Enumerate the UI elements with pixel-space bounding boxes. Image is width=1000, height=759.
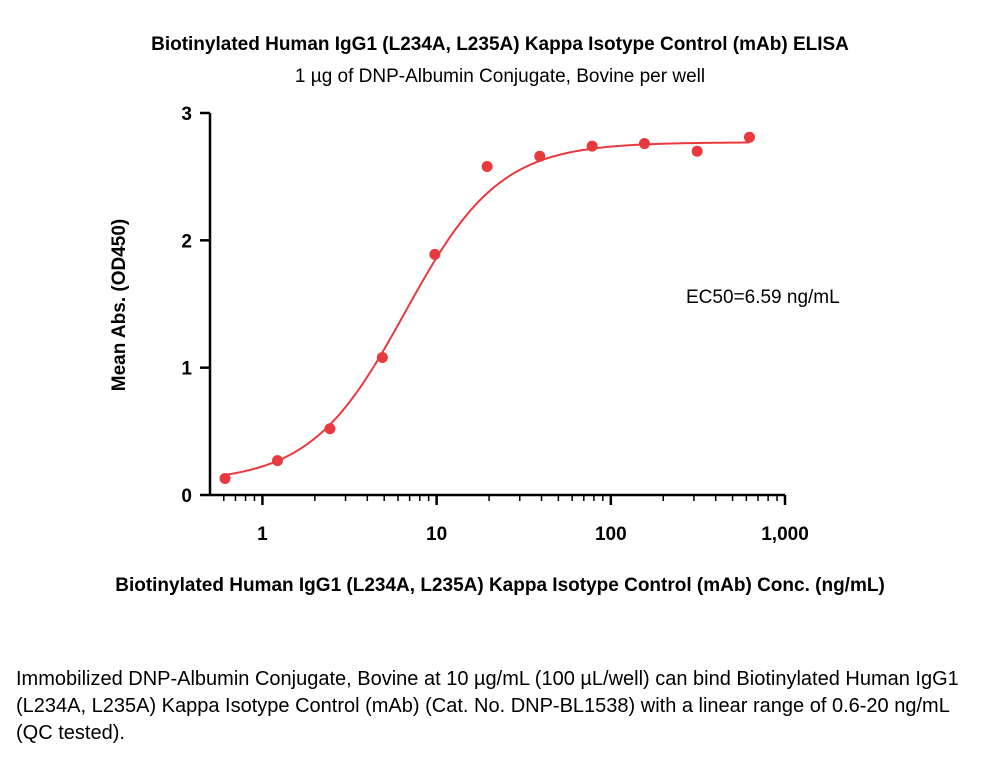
ec50-annotation: EC50=6.59 ng/mL bbox=[686, 287, 840, 308]
data-point bbox=[638, 138, 650, 150]
data-point bbox=[743, 131, 755, 143]
data-point bbox=[481, 160, 493, 172]
data-point bbox=[324, 423, 336, 435]
x-tick-label: 1 bbox=[257, 524, 268, 545]
figure-caption: Immobilized DNP-Albumin Conjugate, Bovin… bbox=[16, 668, 959, 744]
data-point bbox=[429, 248, 441, 260]
x-tick-label: 10 bbox=[426, 524, 447, 545]
chart-subtitle: 1 µg of DNP-Albumin Conjugate, Bovine pe… bbox=[295, 66, 705, 87]
y-tick-label: 1 bbox=[181, 359, 192, 380]
fit-curve-layer bbox=[223, 141, 750, 477]
data-point bbox=[376, 351, 388, 363]
data-point bbox=[586, 140, 598, 152]
x-tick-label: 1,000 bbox=[761, 524, 809, 545]
y-tick-label: 0 bbox=[181, 486, 192, 507]
y-axis-label: Mean Abs. (OD450) bbox=[109, 219, 130, 391]
chart-title: Biotinylated Human IgG1 (L234A, L235A) K… bbox=[151, 34, 849, 55]
elisa-chart: Biotinylated Human IgG1 (L234A, L235A) K… bbox=[109, 34, 885, 596]
data-point bbox=[271, 455, 283, 467]
x-tick-label: 100 bbox=[595, 524, 627, 545]
data-point bbox=[534, 150, 546, 162]
x-axis-label: Biotinylated Human IgG1 (L234A, L235A) K… bbox=[115, 575, 885, 596]
data-points-layer bbox=[219, 131, 755, 484]
data-point bbox=[219, 472, 231, 484]
y-tick-label: 2 bbox=[181, 231, 192, 252]
fit-curve bbox=[223, 141, 750, 477]
y-tick-label: 3 bbox=[181, 104, 192, 125]
data-point bbox=[691, 145, 703, 157]
chart-axes: 0 1 2 3 1 10 100 1,000 bbox=[181, 104, 808, 545]
